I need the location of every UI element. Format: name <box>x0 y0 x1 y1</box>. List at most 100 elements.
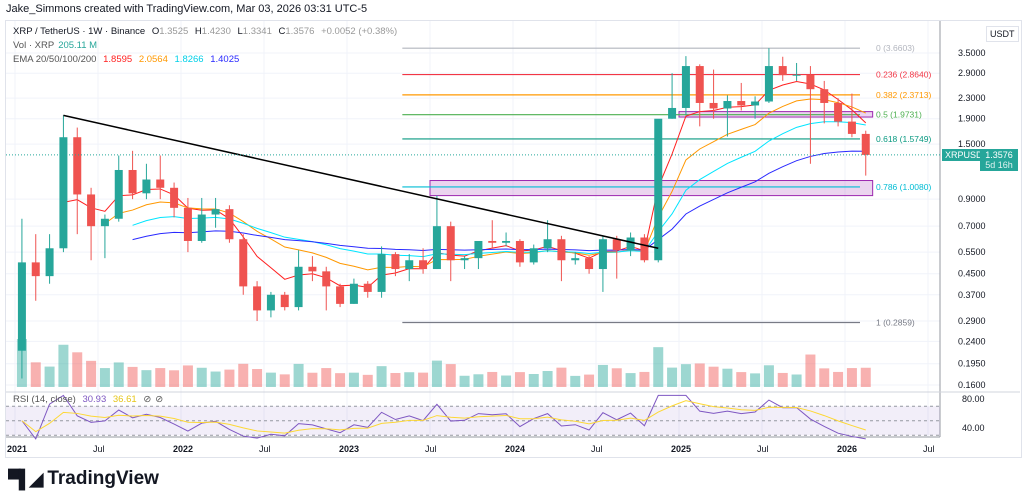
volume-value: 205.11 M <box>58 40 98 51</box>
volume-bar <box>265 372 276 387</box>
candle <box>114 155 123 222</box>
price-tick-label: 2.3000 <box>958 93 986 103</box>
volume-bar <box>819 368 830 387</box>
candle-body <box>17 262 26 351</box>
price-tick-label: 3.5000 <box>958 48 986 58</box>
volume-bar <box>763 365 774 387</box>
rsi-tick-label: 40.00 <box>962 423 985 433</box>
time-tick-label: 2022 <box>173 444 193 454</box>
candle-body <box>31 262 40 277</box>
volume-bar <box>694 363 705 387</box>
candle <box>723 95 732 137</box>
candle-body <box>557 239 566 261</box>
candle-body <box>114 169 123 219</box>
candle-body <box>723 101 732 109</box>
candle <box>377 246 386 298</box>
volume-bar <box>722 368 733 387</box>
volume-bar <box>639 371 650 387</box>
candle-body <box>695 66 704 103</box>
candle <box>87 187 96 261</box>
volume-bar <box>597 364 608 387</box>
price-tick-label: 0.4500 <box>958 269 986 279</box>
volume-bar <box>501 375 512 387</box>
volume-bar <box>736 372 747 387</box>
price-tick-label: 1.5000 <box>958 139 986 149</box>
candle <box>792 62 801 81</box>
candle <box>543 220 552 253</box>
candle <box>419 248 428 274</box>
candle <box>280 291 289 311</box>
volume-bar <box>113 362 124 387</box>
candle-body <box>502 240 511 243</box>
low-value: 1.3341 <box>242 26 272 37</box>
candle-body <box>460 258 469 261</box>
rsi-value: 30.93 <box>82 394 107 405</box>
candle-body <box>778 66 787 76</box>
volume-bar <box>321 368 332 387</box>
volume-bar <box>141 370 152 387</box>
volume-bar <box>680 364 691 387</box>
ema-line <box>132 150 866 252</box>
volume-bar <box>210 371 221 387</box>
currency-label[interactable]: USDT <box>986 26 1019 42</box>
volume-bar <box>99 368 110 387</box>
volume-bar <box>777 372 788 387</box>
hidden-icon[interactable]: ⊘ <box>143 394 152 405</box>
high-label: H <box>194 26 202 37</box>
candle-body <box>253 286 262 311</box>
candle <box>502 232 511 247</box>
candle <box>778 56 787 81</box>
volume-bar <box>708 366 719 387</box>
ema-legend: EMA 20/50/100/200 1.8595 2.0564 1.8266 1… <box>13 54 243 65</box>
fib-level-label: 0.236 (2.8640) <box>876 70 931 80</box>
candle <box>751 96 760 119</box>
candle <box>183 197 192 253</box>
rsi-label[interactable]: RSI (14, close) <box>13 394 76 405</box>
candle-body <box>419 260 428 270</box>
candle-body <box>363 283 372 292</box>
volume-bar <box>833 371 844 387</box>
ema-label[interactable]: EMA 20/50/100/200 <box>13 54 97 65</box>
candle-body <box>654 118 663 261</box>
time-tick-label: 2021 <box>7 444 27 454</box>
candle-body <box>598 239 607 270</box>
volume-bar <box>625 373 636 387</box>
symbol-legend: XRP / TetherUS · 1W · Binance O1.3525 H1… <box>13 26 401 37</box>
rsi-legend: RSI (14, close) 30.93 36.61 ⊘ ⊘ <box>13 394 167 405</box>
candle-body <box>391 254 400 270</box>
candle-body <box>211 209 220 215</box>
candle-body <box>571 258 580 261</box>
volume-bar <box>196 367 207 387</box>
candle-body <box>183 207 192 241</box>
tradingview-logo[interactable]: ▀▌◢ TradingView <box>8 468 159 490</box>
candle-body <box>87 194 96 227</box>
candle-body <box>170 187 179 208</box>
time-tick-label: 2023 <box>339 444 359 454</box>
candle <box>695 64 704 127</box>
time-tick-label: Jul <box>757 444 769 454</box>
volume-bar <box>362 374 373 387</box>
volume-bar <box>611 368 622 387</box>
candle <box>668 73 677 119</box>
fib-level-label: 0.382 (2.3713) <box>876 90 931 100</box>
volume-bar <box>30 362 41 387</box>
candle-body <box>543 239 552 249</box>
volume-bar <box>653 347 664 387</box>
volume-bar <box>238 363 249 387</box>
candle-body <box>156 179 165 188</box>
price-tick-label: 0.7000 <box>958 221 986 231</box>
candle <box>170 182 179 218</box>
hidden-icon[interactable]: ⊘ <box>155 394 164 405</box>
price-tag: 1.3576 5d 16h <box>980 149 1018 171</box>
price-tick-label: 0.3700 <box>958 290 986 300</box>
symbol-name[interactable]: XRP / TetherUS · 1W · Binance <box>13 26 146 37</box>
volume-bar <box>860 367 871 387</box>
volume-legend: Vol · XRP 205.11 M <box>13 40 101 51</box>
candle-body <box>405 260 414 270</box>
volume-label[interactable]: Vol · XRP <box>13 40 55 51</box>
candle <box>239 234 248 295</box>
candle-body <box>377 254 386 292</box>
volume-bar <box>72 352 83 387</box>
ema-50-value: 2.0564 <box>138 54 168 65</box>
